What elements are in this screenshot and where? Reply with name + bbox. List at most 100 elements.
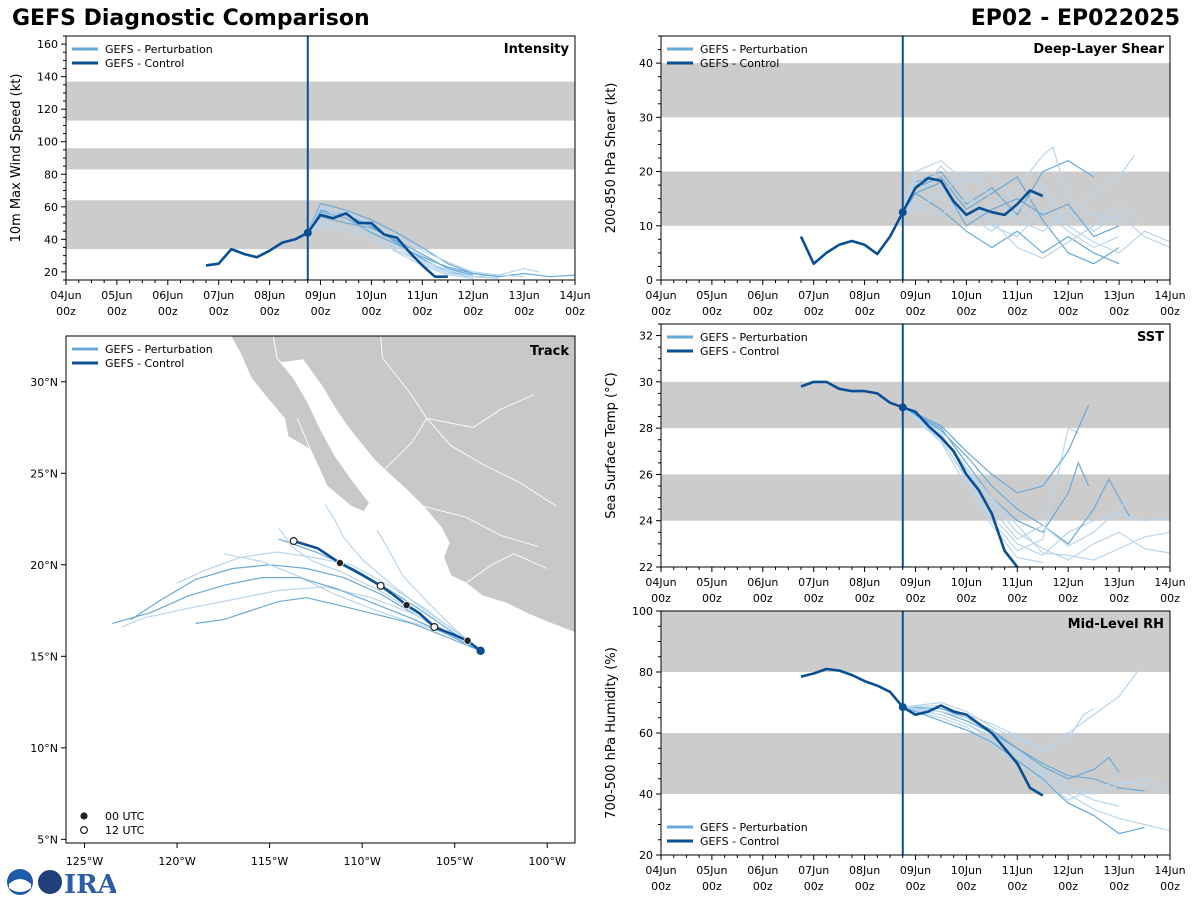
sst-member-line bbox=[902, 406, 1043, 563]
sst-legend-control-label: GEFS - Control bbox=[700, 345, 779, 358]
rh-ytick-label: 80 bbox=[639, 666, 653, 679]
legend-12utc-label: 12 UTC bbox=[105, 824, 145, 837]
shear-ytick-label: 40 bbox=[639, 57, 653, 70]
intensity-legend-perturbation-label: GEFS - Perturbation bbox=[105, 43, 213, 56]
rh-ylabel: 700-500 hPa Humidity (%) bbox=[604, 647, 619, 819]
shear-member-line bbox=[902, 146, 1120, 222]
intensity-xtick-label: 00z bbox=[463, 305, 483, 318]
figure-title: GEFS Diagnostic Comparison bbox=[12, 6, 370, 31]
intensity-member-line bbox=[307, 211, 499, 278]
legend-00utc-marker bbox=[80, 812, 88, 820]
track-ytick-label: 10°N bbox=[30, 742, 58, 755]
track-ytick-label: 5°N bbox=[37, 833, 58, 846]
rh-xtick-label: 00z bbox=[753, 880, 773, 893]
rh-members bbox=[902, 668, 1170, 835]
intensity-ytick-label: 40 bbox=[44, 233, 58, 246]
shear-xtick-label: 00z bbox=[804, 305, 824, 318]
shear-legend-control-label: GEFS - Control bbox=[700, 57, 779, 70]
intensity-ytick-label: 60 bbox=[44, 201, 58, 214]
intensity-control bbox=[205, 212, 448, 278]
intensity-xtick-label: 09Jun bbox=[305, 289, 336, 302]
track-land bbox=[230, 336, 575, 634]
track-marker-12z bbox=[289, 536, 298, 545]
sst-ytick-label: 26 bbox=[639, 468, 653, 481]
intensity-legend-control-label: GEFS - Control bbox=[105, 57, 184, 70]
sst-xtick-label: 00z bbox=[1109, 592, 1129, 605]
rh-member-line bbox=[902, 706, 1170, 795]
rh-xtick-label: 10Jun bbox=[951, 864, 982, 877]
shear-xtick-label: 00z bbox=[957, 305, 977, 318]
sst-ytick-label: 32 bbox=[639, 330, 653, 343]
sst-legend-perturbation-label: GEFS - Perturbation bbox=[700, 331, 808, 344]
intensity-ytick-label: 20 bbox=[44, 266, 58, 279]
rh-xtick-label: 12Jun bbox=[1053, 864, 1084, 877]
panel-intensity: 20 40 60 80 100 120 140 160 04Jun 00z 05Jun 00z 06Ju… bbox=[9, 35, 591, 318]
intensity-xtick-label: 00z bbox=[514, 305, 534, 318]
rh-legend-perturbation-label: GEFS - Perturbation bbox=[700, 821, 808, 834]
rh-legend-control-label: GEFS - Control bbox=[700, 835, 779, 848]
shear-member-line bbox=[902, 181, 1120, 238]
rh-xtick-label: 00z bbox=[1160, 880, 1180, 893]
sst-xtick-label: 05Jun bbox=[696, 576, 727, 589]
rh-xtick-label: 00z bbox=[702, 880, 722, 893]
sst-ytick-label: 30 bbox=[639, 376, 653, 389]
intensity-member-line bbox=[307, 202, 575, 278]
rh-xtick-label: 06Jun bbox=[747, 864, 778, 877]
sst-xtick-label: 14Jun bbox=[1154, 576, 1185, 589]
track-marker-00z bbox=[335, 558, 344, 567]
storm-id-label: EP02 - EP022025 bbox=[970, 6, 1180, 31]
rh-member-line bbox=[902, 706, 1145, 792]
sst-member-line bbox=[902, 404, 1090, 494]
cira-logo: IRA bbox=[7, 869, 116, 898]
intensity-band bbox=[66, 81, 575, 121]
rh-xtick-label: 11Jun bbox=[1002, 864, 1033, 877]
shear-member-line bbox=[902, 160, 1170, 249]
sst-control-line bbox=[800, 380, 1019, 567]
shear-member-line bbox=[902, 197, 1145, 259]
shear-control-line bbox=[799, 176, 1044, 265]
track-frame bbox=[65, 335, 576, 844]
rh-init-point bbox=[898, 703, 907, 712]
shear-xtick-label: 12Jun bbox=[1053, 289, 1084, 302]
intensity-bands bbox=[66, 81, 575, 250]
rh-xtick-label: 00z bbox=[957, 880, 977, 893]
intensity-member-line bbox=[307, 222, 474, 279]
intensity-ytick-label: 140 bbox=[37, 71, 58, 84]
sst-band bbox=[661, 474, 1170, 521]
intensity-xtick-label: 04Jun bbox=[50, 289, 81, 302]
sst-xtick-label: 00z bbox=[702, 592, 722, 605]
state-border bbox=[426, 394, 535, 428]
intensity-xtick-label: 08Jun bbox=[254, 289, 285, 302]
shear-title: Deep-Layer Shear bbox=[1033, 42, 1164, 57]
rh-control bbox=[800, 667, 1044, 797]
shear-band bbox=[661, 63, 1170, 118]
mexico-landmass bbox=[272, 336, 575, 634]
intensity-members bbox=[307, 202, 575, 279]
track-ytick-label: 30°N bbox=[30, 376, 58, 389]
intensity-xtick-label: 06Jun bbox=[152, 289, 183, 302]
track-member-line bbox=[112, 577, 481, 652]
track-xtick-label: 120°W bbox=[158, 855, 195, 868]
shear-xtick-label: 10Jun bbox=[951, 289, 982, 302]
track-ytick-label: 20°N bbox=[30, 559, 58, 572]
rh-xtick-label: 09Jun bbox=[900, 864, 931, 877]
sst-xtick-label: 04Jun bbox=[645, 576, 676, 589]
intensity-xtick-label: 00z bbox=[209, 305, 229, 318]
shear-xtick-label: 00z bbox=[1109, 305, 1129, 318]
sst-xtick-label: 00z bbox=[1007, 592, 1027, 605]
rh-member-line bbox=[902, 706, 1120, 807]
track-marker-00z bbox=[463, 636, 472, 645]
panel-shear: 0 10 20 30 40 04Jun 00z 05Jun 00z 06Jun 00z 07Jun 00… bbox=[604, 35, 1186, 318]
shear-xtick-label: 04Jun bbox=[645, 289, 676, 302]
sst-xtick-label: 09Jun bbox=[900, 576, 931, 589]
intensity-xtick-label: 00z bbox=[260, 305, 280, 318]
intensity-member-line bbox=[307, 225, 474, 279]
rh-xtick-label: 14Jun bbox=[1154, 864, 1185, 877]
shear-xtick-label: 13Jun bbox=[1104, 289, 1135, 302]
track-xtick-label: 100°W bbox=[529, 855, 566, 868]
legend-12utc-marker bbox=[79, 825, 88, 834]
sst-xtick-label: 10Jun bbox=[951, 576, 982, 589]
sst-xtick-label: 00z bbox=[804, 592, 824, 605]
intensity-band bbox=[66, 148, 575, 170]
